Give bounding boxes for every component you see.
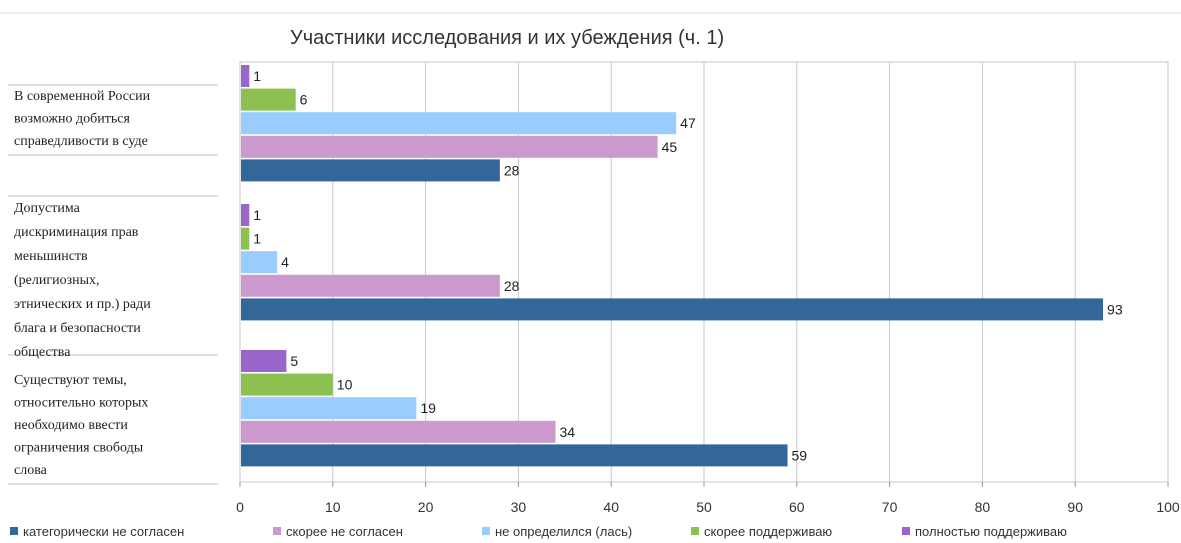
bar bbox=[241, 65, 250, 87]
legend-label: категорически не согласен bbox=[23, 524, 184, 539]
legend-label: скорее поддерживаю bbox=[704, 524, 832, 539]
category-label-line: необходимо ввести bbox=[14, 418, 128, 433]
bar bbox=[241, 298, 1104, 321]
category-label-line: справедливости в суде bbox=[14, 134, 148, 149]
bar bbox=[241, 135, 658, 158]
category-label-line: блага и безопасности bbox=[14, 321, 141, 336]
bar bbox=[241, 444, 788, 467]
bar-value-label: 4 bbox=[281, 254, 289, 270]
bar bbox=[241, 251, 278, 274]
bar-value-label: 34 bbox=[560, 424, 576, 440]
bar bbox=[241, 350, 287, 372]
category-label-line: меньшинств bbox=[14, 249, 88, 264]
x-tick-label: 0 bbox=[236, 499, 244, 515]
legend-swatch bbox=[691, 527, 699, 535]
bar-value-label: 93 bbox=[1107, 301, 1123, 317]
legend-swatch bbox=[482, 527, 490, 535]
x-tick-label: 100 bbox=[1156, 499, 1180, 515]
bar bbox=[241, 204, 250, 226]
x-tick-label: 50 bbox=[696, 499, 712, 515]
bar bbox=[241, 112, 677, 135]
bar-value-label: 10 bbox=[337, 377, 353, 393]
bar bbox=[241, 227, 250, 250]
x-tick-label: 60 bbox=[789, 499, 805, 515]
bar bbox=[241, 274, 500, 297]
bar-value-label: 28 bbox=[504, 278, 520, 294]
category-label-line: В современной России bbox=[14, 89, 151, 104]
bar-value-label: 28 bbox=[504, 162, 520, 178]
x-tick-label: 10 bbox=[325, 499, 341, 515]
category-label-line: этнических и пр.) ради bbox=[14, 297, 151, 312]
legend-label: скорее не согласен bbox=[286, 524, 403, 539]
bar-value-label: 5 bbox=[290, 353, 298, 369]
bar-value-label: 19 bbox=[420, 400, 436, 416]
bar-value-label: 45 bbox=[662, 139, 678, 155]
bar-value-label: 1 bbox=[253, 231, 261, 247]
bar bbox=[241, 397, 417, 420]
x-tick-label: 40 bbox=[603, 499, 619, 515]
bar bbox=[241, 420, 556, 443]
category-label-line: относительно которых bbox=[14, 396, 148, 411]
category-label-line: дискриминация прав bbox=[14, 225, 139, 240]
x-tick-label: 30 bbox=[511, 499, 527, 515]
bar-value-label: 1 bbox=[253, 68, 261, 84]
bar bbox=[241, 159, 500, 182]
bar bbox=[241, 88, 296, 111]
bar bbox=[241, 373, 333, 396]
bar-value-label: 47 bbox=[680, 115, 696, 131]
x-tick-label: 80 bbox=[975, 499, 991, 515]
x-tick-label: 20 bbox=[418, 499, 434, 515]
category-label-line: общества bbox=[14, 345, 71, 360]
category-labels: В современной России возможно добиться спр… bbox=[8, 84, 218, 485]
legend-swatch bbox=[273, 527, 281, 535]
legend-swatch bbox=[10, 527, 18, 535]
x-axis-ticks: 0 10 20 30 40 50 60 70 80 90 100 bbox=[236, 482, 1180, 515]
x-tick-label: 90 bbox=[1067, 499, 1083, 515]
category-label-line: слова bbox=[14, 463, 48, 478]
bar-value-label: 59 bbox=[792, 447, 808, 463]
bar-value-label: 1 bbox=[253, 207, 261, 223]
legend-swatch bbox=[902, 527, 910, 535]
category-label-line: возможно добиться bbox=[14, 112, 130, 127]
bar-value-label: 6 bbox=[300, 92, 308, 108]
category-label-line: Допустима bbox=[14, 201, 81, 216]
legend: категорически не согласен скорее не согла… bbox=[10, 524, 1067, 539]
chart-title: Участники исследования и их убеждения (ч… bbox=[290, 27, 724, 49]
category-label-line: Существуют темы, bbox=[14, 373, 127, 388]
category-label-line: (религиозных, bbox=[14, 273, 100, 288]
bars bbox=[241, 65, 1104, 467]
x-tick-label: 70 bbox=[882, 499, 898, 515]
legend-label: не определился (лась) bbox=[495, 524, 632, 539]
legend-label: полностью поддерживаю bbox=[915, 524, 1067, 539]
category-label-line: ограничения свободы bbox=[14, 441, 144, 456]
